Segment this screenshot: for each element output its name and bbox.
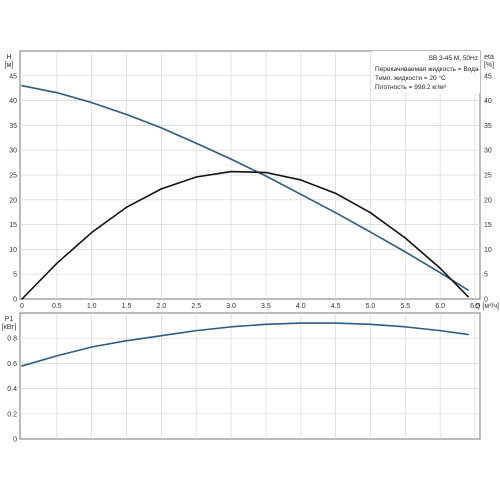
x-tick-label: 1.5 — [122, 303, 132, 310]
p1-tick-label: 0.4 — [7, 386, 17, 393]
p1-axis-title: P1 — [5, 316, 14, 323]
y-tick-label: 35 — [9, 123, 17, 130]
y2-axis-title: eta — [484, 54, 494, 61]
legend-box — [372, 51, 480, 93]
p1-axis-title: [кВт] — [2, 324, 17, 331]
x-tick-label: 6.0 — [435, 303, 445, 310]
x-tick-label: 5.0 — [366, 303, 376, 310]
p1-tick-label: 0.8 — [7, 336, 17, 343]
power-curve-line — [21, 322, 469, 367]
head-curve-line — [21, 84, 469, 291]
p1-tick-label: 0 — [13, 437, 17, 444]
y-tick-label: 30 — [9, 148, 17, 155]
p1-tick-label: 0.6 — [7, 361, 17, 368]
p1-tick-label: 0.2 — [7, 411, 17, 418]
y2-tick-label: 40 — [484, 98, 492, 105]
y2-tick-label: 35 — [484, 123, 492, 130]
x-tick-label: 2.0 — [157, 303, 167, 310]
x-tick-label: 6.5 — [470, 303, 480, 310]
y2-tick-label: 25 — [484, 173, 492, 180]
y-tick-label: 0 — [13, 297, 17, 304]
x-tick-label: 2.5 — [191, 303, 201, 310]
y-axis-title: H — [6, 54, 11, 61]
y2-tick-label: 0 — [484, 297, 488, 304]
y-tick-label: 10 — [9, 247, 17, 254]
legend-line: Перекачиваемая жидкость = Вода — [375, 66, 479, 73]
y-tick-label: 15 — [9, 222, 17, 229]
x-tick-label: 4.5 — [331, 303, 341, 310]
efficiency-curve-line — [21, 170, 469, 300]
y2-tick-label: 45 — [484, 73, 492, 80]
y2-tick-label: 30 — [484, 148, 492, 155]
x-tick-label: 3.0 — [226, 303, 236, 310]
y-tick-label: 20 — [9, 197, 17, 204]
y2-tick-label: 20 — [484, 197, 492, 204]
x-tick-label: 4.0 — [296, 303, 306, 310]
x-axis-title: Q [м³/ч] — [475, 303, 499, 310]
bottom-plot-frame — [19, 312, 481, 440]
x-tick-label: 1.0 — [87, 303, 97, 310]
x-tick-label: 0.5 — [52, 303, 62, 310]
x-tick-label: 5.5 — [400, 303, 410, 310]
y2-tick-label: 15 — [484, 222, 492, 229]
y-tick-label: 5 — [13, 272, 17, 279]
x-tick-label: 3.5 — [261, 303, 271, 310]
y2-tick-label: 5 — [484, 272, 488, 279]
y-axis-title: [м] — [5, 62, 14, 69]
y-tick-label: 40 — [9, 98, 17, 105]
legend-title: SB 3-45 M, 50Hz — [429, 55, 479, 62]
x-tick-label: 0 — [20, 303, 24, 310]
legend-line: Плотность = 998.2 кг/м³ — [375, 84, 447, 91]
y-tick-label: 45 — [9, 73, 17, 80]
y-tick-label: 25 — [9, 173, 17, 180]
y2-tick-label: 10 — [484, 247, 492, 254]
y2-axis-title: [%] — [484, 62, 494, 69]
legend-line: Темп. жидкости = 20 °C — [375, 74, 446, 82]
